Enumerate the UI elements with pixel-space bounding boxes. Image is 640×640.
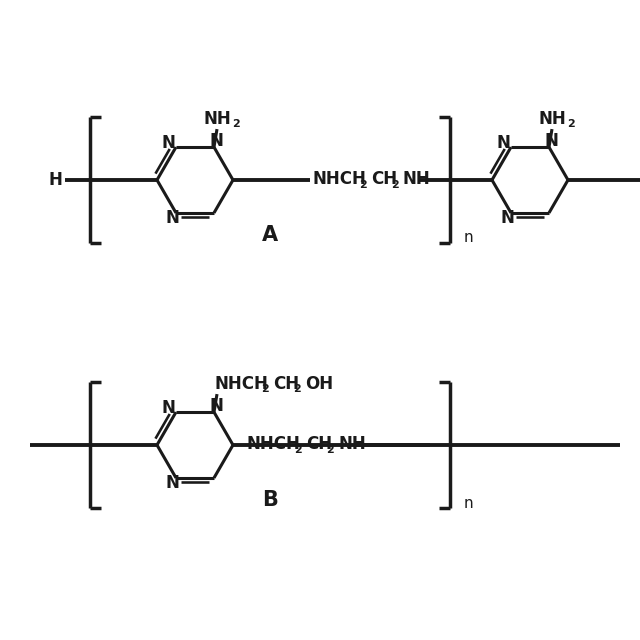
Text: N: N <box>496 134 510 152</box>
Text: NHCH: NHCH <box>312 170 366 188</box>
Text: n: n <box>464 495 474 511</box>
Text: 2: 2 <box>326 445 334 455</box>
Text: N: N <box>161 134 175 152</box>
Text: B: B <box>262 490 278 510</box>
Text: 2: 2 <box>359 180 367 190</box>
Text: NHCH: NHCH <box>214 375 268 393</box>
Text: N: N <box>165 474 179 492</box>
Text: NH: NH <box>338 435 365 453</box>
Text: H: H <box>48 171 62 189</box>
Text: OH: OH <box>305 375 333 393</box>
Text: NH: NH <box>538 110 566 128</box>
Text: 2: 2 <box>391 180 399 190</box>
Text: N: N <box>544 132 558 150</box>
Text: N: N <box>209 397 223 415</box>
Text: 2: 2 <box>293 384 301 394</box>
Text: 2: 2 <box>232 119 240 129</box>
Text: CH: CH <box>371 170 397 188</box>
Text: CH: CH <box>273 375 299 393</box>
Text: 2: 2 <box>261 384 269 394</box>
Text: N: N <box>161 399 175 417</box>
Text: 2: 2 <box>294 445 302 455</box>
Text: A: A <box>262 225 278 245</box>
Text: n: n <box>464 230 474 246</box>
Text: N: N <box>165 209 179 227</box>
Text: 2: 2 <box>567 119 575 129</box>
Text: N: N <box>500 209 514 227</box>
Text: CH: CH <box>306 435 332 453</box>
Text: NH: NH <box>403 170 431 188</box>
Text: NH: NH <box>203 110 231 128</box>
Text: N: N <box>209 132 223 150</box>
Text: NHCH: NHCH <box>247 435 301 453</box>
